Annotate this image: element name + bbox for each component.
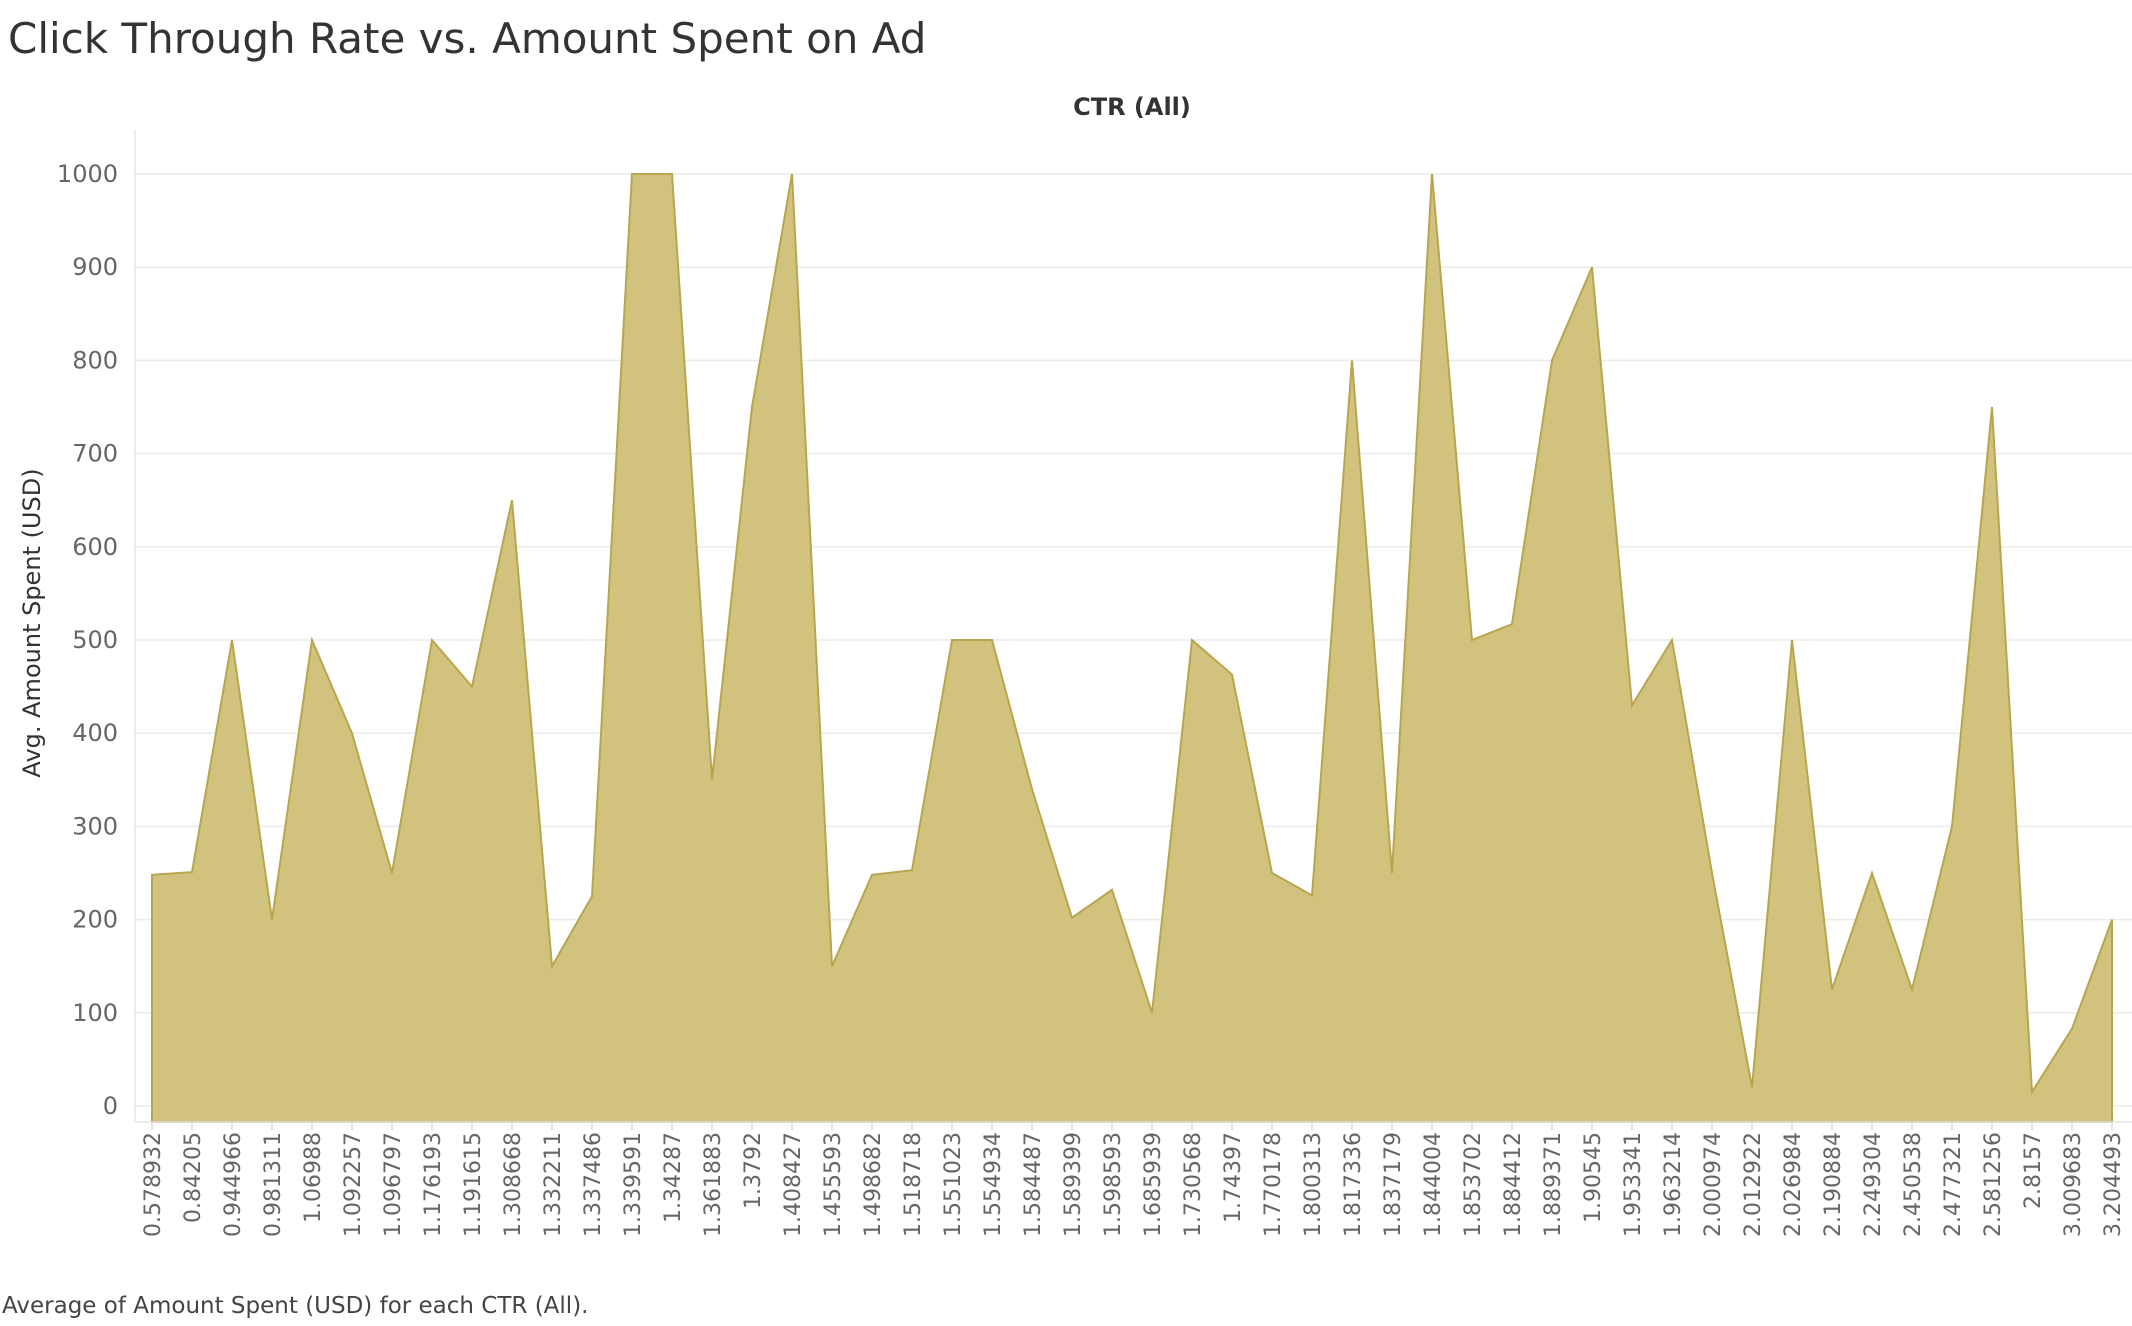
x-tick-label: 1.770178 [1261, 1132, 1286, 1237]
y-tick-label: 300 [72, 812, 118, 840]
x-tick-label: 1.3792 [741, 1132, 766, 1209]
y-tick-label: 900 [72, 253, 118, 281]
x-tick-label: 1.730568 [1181, 1132, 1206, 1237]
x-tick-label: 1.589399 [1061, 1132, 1086, 1237]
x-tick-label: 1.332211 [541, 1132, 566, 1237]
column-header: CTR (All) [1073, 93, 1191, 121]
x-tick-label: 0.578932 [141, 1132, 166, 1237]
x-tick-label: 1.74397 [1221, 1132, 1246, 1223]
y-tick-label: 400 [72, 719, 118, 747]
x-tick-label: 1.584487 [1021, 1132, 1046, 1237]
x-tick-label: 1.853702 [1461, 1132, 1486, 1237]
x-tick-label: 1.685939 [1141, 1132, 1166, 1237]
x-tick-label: 0.981311 [261, 1132, 286, 1237]
y-tick-label: 200 [72, 906, 118, 934]
x-tick-label: 1.092257 [341, 1132, 366, 1237]
x-tick-label: 1.889371 [1541, 1132, 1566, 1237]
x-tick-label: 1.884412 [1501, 1132, 1526, 1237]
chart-caption: Average of Amount Spent (USD) for each C… [2, 1293, 589, 1319]
x-tick-label: 2.190884 [1821, 1132, 1846, 1237]
x-tick-label: 1.90545 [1581, 1132, 1606, 1223]
x-tick-label: 3.204493 [2101, 1132, 2126, 1237]
x-tick-label: 2.477321 [1941, 1132, 1966, 1237]
x-tick-label: 0.84205 [181, 1132, 206, 1223]
x-tick-label: 1.953341 [1621, 1132, 1646, 1237]
x-tick-label: 1.455593 [821, 1132, 846, 1237]
x-tick-label: 1.551023 [941, 1132, 966, 1237]
area-series [151, 173, 2113, 1123]
y-tick-label: 1000 [57, 160, 118, 188]
x-tick-label: 1.518718 [901, 1132, 926, 1237]
x-tick-label: 1.176193 [421, 1132, 446, 1237]
x-tick-label: 1.554934 [981, 1132, 1006, 1237]
y-tick-label: 600 [72, 533, 118, 561]
x-tick-label: 2.012922 [1741, 1132, 1766, 1237]
x-tick-label: 1.096797 [381, 1132, 406, 1237]
x-tick-label: 1.34287 [661, 1132, 686, 1223]
x-tick-label: 1.191615 [461, 1132, 486, 1237]
x-tick-label: 0.944966 [221, 1132, 246, 1237]
x-tick-label: 1.963214 [1661, 1132, 1686, 1237]
x-tick-label: 1.339591 [621, 1132, 646, 1237]
y-tick-label: 100 [72, 999, 118, 1027]
x-tick-label: 3.009683 [2061, 1132, 2086, 1237]
y-tick-label: 800 [72, 346, 118, 374]
x-tick-label: 2.249304 [1861, 1132, 1886, 1237]
x-tick-label: 1.817336 [1341, 1132, 1366, 1237]
area-fill [151, 173, 2113, 1123]
y-tick-label: 0 [103, 1092, 118, 1120]
x-tick-label: 1.598593 [1101, 1132, 1126, 1237]
y-tick-label: 500 [72, 626, 118, 654]
x-tick-label: 1.361883 [701, 1132, 726, 1237]
x-tick-label: 1.308668 [501, 1132, 526, 1237]
x-tick-label: 2.450538 [1901, 1132, 1926, 1237]
y-axis: 0 100 200 300 400 500 600 700 800 900 1000 [57, 130, 136, 1122]
x-tick-label: 1.337486 [581, 1132, 606, 1237]
x-tick-label: 1.844004 [1421, 1132, 1446, 1237]
x-tick-label: 1.498682 [861, 1132, 886, 1237]
x-tick-label: 1.408427 [781, 1132, 806, 1237]
x-tick-label: 1.800313 [1301, 1132, 1326, 1237]
y-tick-label: 700 [72, 440, 118, 468]
area-chart: 0 100 200 300 400 500 600 700 800 900 1000 0.57893… [18, 93, 2132, 1237]
x-tick-label: 1.837179 [1381, 1132, 1406, 1237]
x-tick-label: 2.026984 [1781, 1132, 1806, 1237]
x-axis: 0.578932 0.84205 0.944966 0.981311 1.06988 1.… [135, 1121, 2132, 1237]
x-tick-label: 2.581256 [1981, 1132, 2006, 1237]
x-tick-label: 1.06988 [301, 1132, 326, 1223]
page-title: Click Through Rate vs. Amount Spent on A… [8, 14, 927, 63]
x-tick-label: 2.8157 [2021, 1132, 2046, 1209]
x-tick-label: 2.000974 [1701, 1132, 1726, 1237]
y-axis-title: Avg. Amount Spent (USD) [18, 468, 46, 777]
